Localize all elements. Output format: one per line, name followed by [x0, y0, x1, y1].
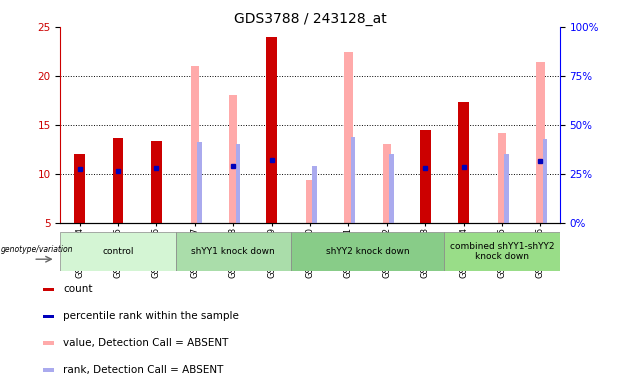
Text: percentile rank within the sample: percentile rank within the sample — [64, 311, 239, 321]
Bar — [498, 132, 506, 223]
Text: rank, Detection Call = ABSENT: rank, Detection Call = ABSENT — [64, 365, 224, 375]
Bar — [43, 314, 54, 318]
Bar — [536, 62, 544, 223]
Text: control: control — [102, 247, 134, 256]
Bar — [74, 154, 85, 223]
Bar — [445, 232, 560, 271]
Bar — [197, 142, 202, 223]
Bar — [151, 141, 162, 223]
Bar — [43, 341, 54, 345]
Bar — [191, 66, 199, 223]
Bar — [344, 52, 353, 223]
Bar — [235, 144, 240, 223]
Text: count: count — [64, 285, 93, 295]
Bar — [229, 95, 237, 223]
Text: shYY2 knock down: shYY2 knock down — [326, 247, 410, 256]
Bar — [543, 139, 548, 223]
Bar — [291, 232, 445, 271]
Title: GDS3788 / 243128_at: GDS3788 / 243128_at — [233, 12, 387, 26]
Text: value, Detection Call = ABSENT: value, Detection Call = ABSENT — [64, 338, 229, 348]
Bar — [43, 288, 54, 291]
Bar — [389, 154, 394, 223]
Bar — [459, 102, 469, 223]
Text: combined shYY1-shYY2
knock down: combined shYY1-shYY2 knock down — [450, 242, 555, 261]
Text: genotype/variation: genotype/variation — [1, 245, 74, 254]
Bar — [312, 166, 317, 223]
Text: shYY1 knock down: shYY1 knock down — [191, 247, 275, 256]
Bar — [306, 180, 314, 223]
Bar — [176, 232, 291, 271]
Bar — [420, 130, 431, 223]
Bar — [504, 154, 509, 223]
Bar — [383, 144, 391, 223]
Bar — [266, 36, 277, 223]
Bar — [43, 368, 54, 372]
Bar — [113, 137, 123, 223]
Bar — [60, 232, 176, 271]
Bar — [351, 137, 356, 223]
